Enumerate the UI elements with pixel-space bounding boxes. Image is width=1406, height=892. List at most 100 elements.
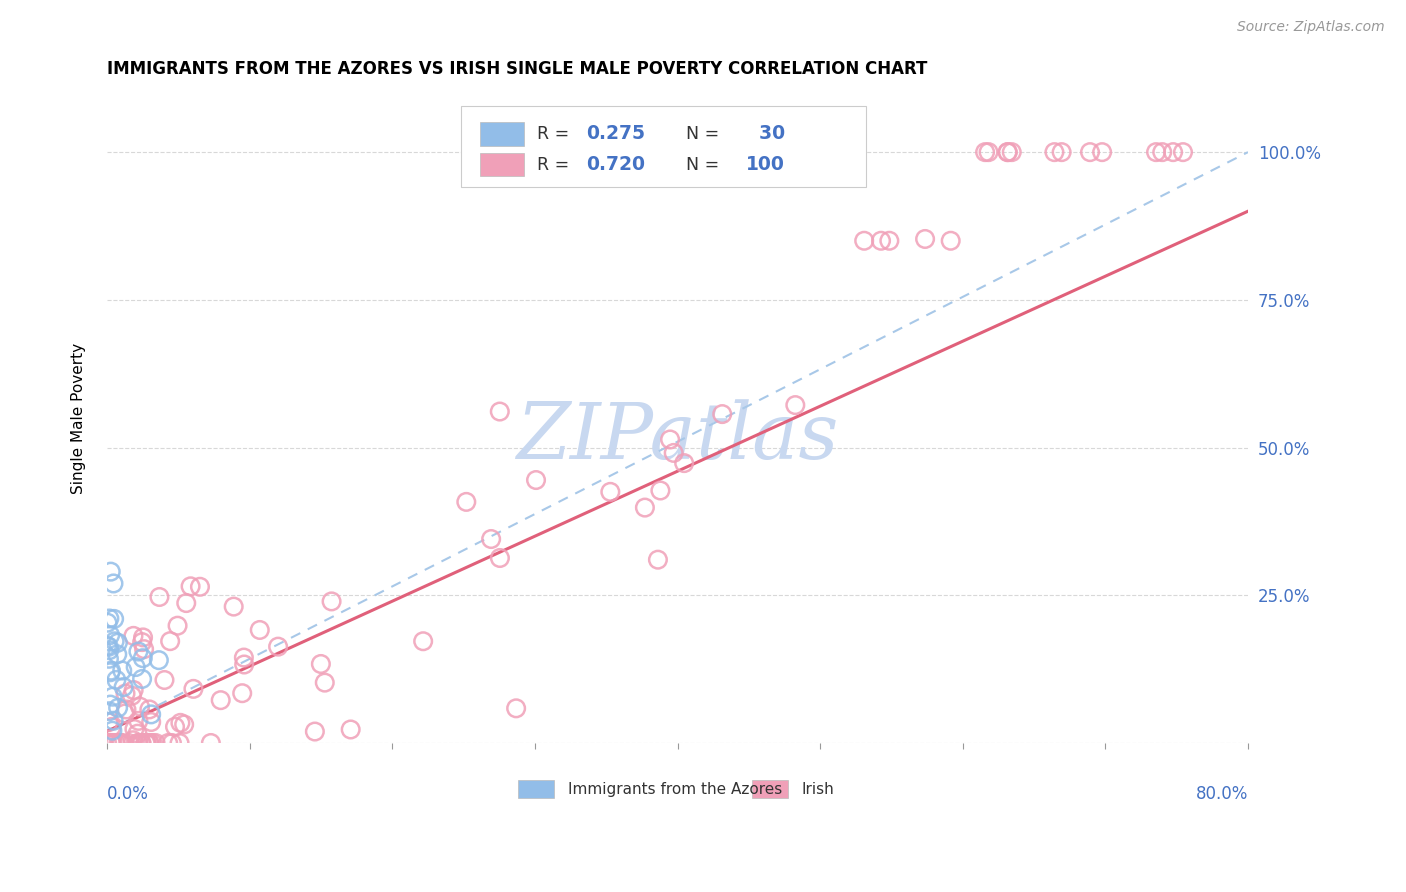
Point xyxy=(98,643,121,657)
Point xyxy=(107,636,129,650)
Point xyxy=(111,664,134,678)
Point xyxy=(128,736,150,750)
Point xyxy=(524,473,547,487)
Point xyxy=(98,628,121,642)
Point xyxy=(107,700,129,714)
Point xyxy=(110,736,132,750)
Point xyxy=(131,736,153,750)
Point xyxy=(101,723,124,738)
Point xyxy=(456,495,478,509)
Point xyxy=(1078,145,1101,160)
Point xyxy=(232,650,254,665)
Point xyxy=(974,145,997,160)
Point xyxy=(231,686,253,700)
Point xyxy=(131,736,153,750)
Point xyxy=(321,594,343,608)
Point xyxy=(114,686,136,700)
Point xyxy=(122,683,145,698)
Point xyxy=(112,680,135,694)
Point xyxy=(870,234,893,248)
Point xyxy=(233,657,256,672)
Point xyxy=(939,234,962,248)
Point xyxy=(169,736,191,750)
Point xyxy=(127,714,149,728)
Point xyxy=(173,717,195,731)
Point xyxy=(98,665,121,680)
Text: Irish: Irish xyxy=(801,781,835,797)
Point xyxy=(100,736,122,750)
Point xyxy=(105,673,128,687)
Point xyxy=(148,590,170,604)
Point xyxy=(159,634,181,648)
Point xyxy=(479,532,502,546)
FancyBboxPatch shape xyxy=(481,122,523,145)
Point xyxy=(339,723,361,737)
FancyBboxPatch shape xyxy=(517,780,554,798)
Point xyxy=(105,648,128,662)
FancyBboxPatch shape xyxy=(752,780,789,798)
Point xyxy=(673,456,696,470)
Text: 100: 100 xyxy=(747,155,785,174)
Point xyxy=(977,145,1000,160)
Text: N =: N = xyxy=(686,155,718,174)
Point xyxy=(650,483,672,498)
Point xyxy=(1152,145,1174,160)
Point xyxy=(174,596,197,610)
Point xyxy=(100,565,122,579)
Point xyxy=(135,736,157,750)
Point xyxy=(489,551,512,566)
Point xyxy=(249,623,271,637)
Point xyxy=(634,500,657,515)
Point xyxy=(183,681,205,696)
Point xyxy=(97,640,120,654)
Point xyxy=(599,484,621,499)
Text: 80.0%: 80.0% xyxy=(1195,785,1249,803)
Point xyxy=(111,736,134,750)
Point xyxy=(103,714,125,728)
FancyBboxPatch shape xyxy=(461,106,866,187)
Point xyxy=(169,715,191,730)
Text: R =: R = xyxy=(537,125,575,143)
Y-axis label: Single Male Poverty: Single Male Poverty xyxy=(72,343,86,493)
Point xyxy=(114,706,136,721)
Point xyxy=(104,736,127,750)
Point xyxy=(97,652,120,666)
Point xyxy=(157,736,180,750)
Point xyxy=(711,407,734,421)
Point xyxy=(1161,145,1184,160)
Point xyxy=(1144,145,1167,160)
Text: Source: ZipAtlas.com: Source: ZipAtlas.com xyxy=(1237,20,1385,34)
Point xyxy=(314,675,336,690)
Point xyxy=(132,651,155,665)
Point xyxy=(853,234,876,248)
Point xyxy=(124,660,146,674)
Text: 0.275: 0.275 xyxy=(586,125,645,144)
Point xyxy=(129,699,152,714)
Point xyxy=(100,720,122,734)
Point xyxy=(117,736,139,750)
Point xyxy=(141,736,163,750)
Text: N =: N = xyxy=(686,125,718,143)
Point xyxy=(101,736,124,750)
Point xyxy=(997,145,1019,160)
Text: 0.720: 0.720 xyxy=(586,155,645,174)
Text: Immigrants from the Azores: Immigrants from the Azores xyxy=(568,781,782,797)
Point xyxy=(188,580,211,594)
Text: 30: 30 xyxy=(747,125,785,144)
Point xyxy=(96,615,118,630)
Point xyxy=(997,145,1019,160)
Point xyxy=(100,736,122,750)
Point xyxy=(141,714,163,729)
Point xyxy=(96,736,118,750)
Text: ZIPatlas: ZIPatlas xyxy=(516,400,839,475)
Point xyxy=(138,702,160,716)
Text: IMMIGRANTS FROM THE AZORES VS IRISH SINGLE MALE POVERTY CORRELATION CHART: IMMIGRANTS FROM THE AZORES VS IRISH SING… xyxy=(107,60,928,78)
Point xyxy=(115,702,138,716)
Point xyxy=(914,232,936,246)
Point xyxy=(267,640,290,654)
Point xyxy=(122,733,145,747)
Point xyxy=(163,720,186,734)
Point xyxy=(135,736,157,750)
Point xyxy=(131,672,153,686)
Point xyxy=(785,398,807,412)
